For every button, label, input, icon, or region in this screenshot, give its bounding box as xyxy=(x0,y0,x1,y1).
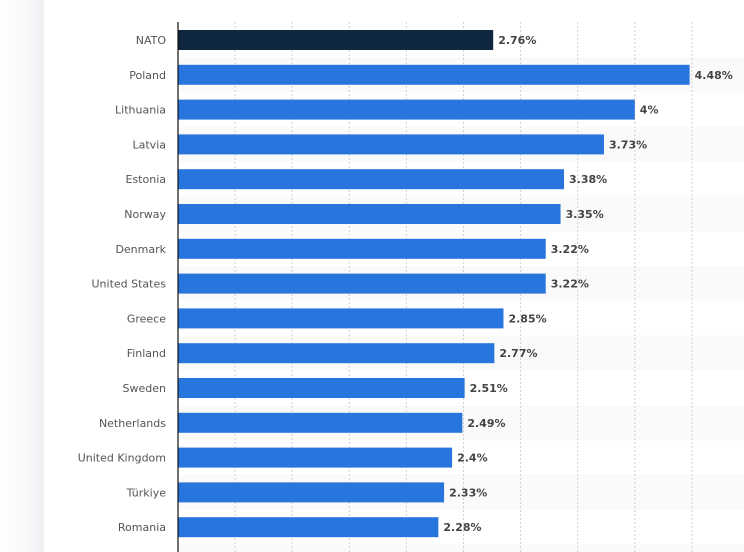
category-label: Estonia xyxy=(126,173,167,186)
bar-estonia[interactable] xyxy=(178,169,564,190)
bar-poland[interactable] xyxy=(178,64,690,85)
category-label: Netherlands xyxy=(99,417,166,430)
category-labels: NATO Poland Lithuania Latvia Estonia Norway De… xyxy=(78,34,167,534)
bar-finland[interactable] xyxy=(178,343,495,364)
value-label: 2.51% xyxy=(470,382,508,395)
value-label: 3.73% xyxy=(609,138,647,151)
category-label: Greece xyxy=(127,312,166,325)
bar-norway[interactable] xyxy=(178,204,561,224)
value-label: 2.28% xyxy=(443,521,481,534)
bar-nato[interactable] xyxy=(178,30,494,50)
value-label: 4% xyxy=(640,104,659,117)
category-label: Denmark xyxy=(115,243,166,256)
value-labels: 2.76% 4.48% 4% 3.73% 3.38% 3.35% 3.22% 3.22% 2.8… xyxy=(443,34,732,534)
category-label: United States xyxy=(92,278,167,291)
row-bands xyxy=(178,57,744,552)
bar-united-kingdom[interactable] xyxy=(178,447,453,468)
row-band xyxy=(178,544,744,552)
value-label: 3.38% xyxy=(569,173,607,186)
page-side-shade xyxy=(0,0,44,552)
category-label: Finland xyxy=(127,347,166,360)
category-label: Sweden xyxy=(123,382,166,395)
bar-lithuania[interactable] xyxy=(178,99,635,120)
value-label: 2.76% xyxy=(498,34,536,47)
category-label: United Kingdom xyxy=(78,452,166,465)
value-label: 2.85% xyxy=(508,312,546,325)
category-label: Poland xyxy=(129,69,166,82)
value-label: 2.77% xyxy=(499,347,537,360)
bar-denmark[interactable] xyxy=(178,238,546,259)
bar-t-rkiye[interactable] xyxy=(178,482,445,503)
value-label: 3.22% xyxy=(551,243,589,256)
value-label: 3.35% xyxy=(566,208,604,221)
category-label: Latvia xyxy=(133,138,167,151)
value-label: 3.22% xyxy=(551,278,589,291)
bar-romania[interactable] xyxy=(178,517,439,538)
bar-greece[interactable] xyxy=(178,308,504,329)
category-label: NATO xyxy=(136,34,167,47)
value-label: 4.48% xyxy=(695,69,733,82)
value-label: 2.4% xyxy=(457,452,488,465)
category-label: Türkiye xyxy=(126,486,167,499)
value-label: 2.33% xyxy=(449,486,487,499)
bar-netherlands[interactable] xyxy=(178,412,463,433)
bars xyxy=(178,30,690,538)
value-label: 2.49% xyxy=(467,417,505,430)
bar-sweden[interactable] xyxy=(178,378,465,398)
category-label: Romania xyxy=(118,521,166,534)
bar-latvia[interactable] xyxy=(178,134,604,155)
category-label: Lithuania xyxy=(115,104,166,117)
bar-united-states[interactable] xyxy=(178,273,546,294)
category-label: Norway xyxy=(124,208,166,221)
